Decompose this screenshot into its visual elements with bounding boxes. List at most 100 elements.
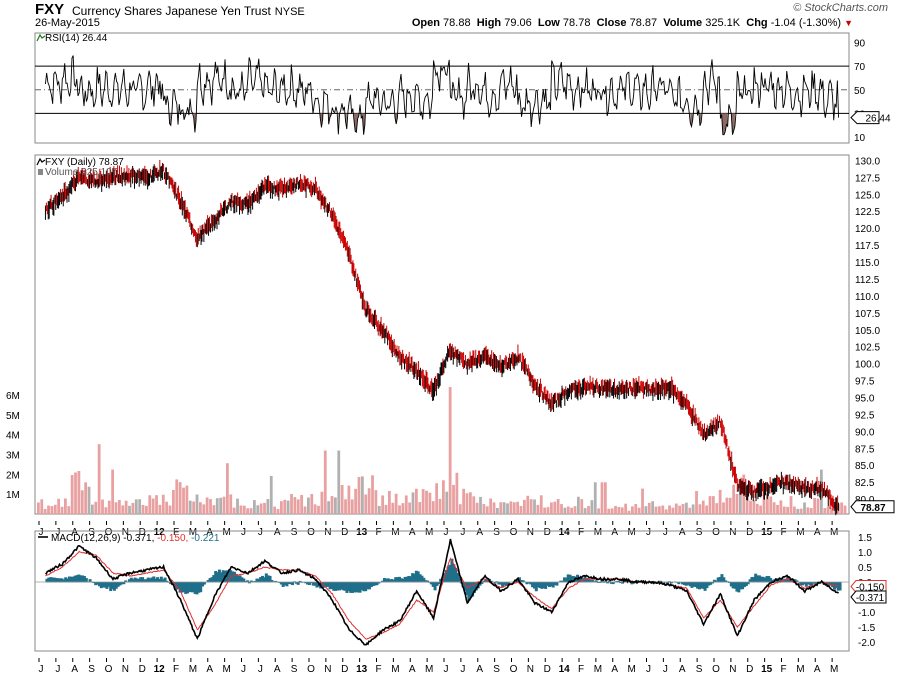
macd-histogram-bar bbox=[304, 582, 308, 584]
volume-bar bbox=[317, 505, 320, 514]
volume-bar bbox=[411, 492, 415, 514]
macd-histogram-bar bbox=[501, 582, 505, 587]
macd-histogram-bar bbox=[351, 582, 355, 593]
volume-bar bbox=[374, 490, 378, 514]
volume-bar bbox=[205, 497, 209, 514]
month-label: D bbox=[341, 664, 348, 673]
macd-histogram-bar bbox=[193, 582, 197, 594]
volume-bar bbox=[161, 494, 165, 514]
volume-bar bbox=[793, 506, 796, 514]
month-label: O bbox=[712, 664, 720, 673]
month-label: J bbox=[39, 664, 44, 673]
volume-bar bbox=[563, 507, 567, 514]
volume-bar bbox=[496, 507, 499, 514]
macd-histogram-bar bbox=[306, 582, 310, 585]
macd-histogram-bar bbox=[527, 582, 531, 584]
macd-histogram-bar bbox=[247, 582, 251, 584]
volume-bar bbox=[47, 505, 50, 514]
volume-bar bbox=[475, 502, 479, 514]
volume-bar bbox=[87, 486, 91, 514]
macd-histogram-bar bbox=[566, 574, 570, 583]
macd-histogram-bar bbox=[210, 577, 214, 583]
month-label: S bbox=[696, 527, 703, 538]
volume-bar bbox=[462, 488, 466, 514]
volume-bar bbox=[229, 494, 233, 514]
volume-bar bbox=[361, 476, 364, 514]
macd-histogram-bar bbox=[356, 582, 360, 593]
volume-bar bbox=[732, 484, 736, 514]
volume-bar bbox=[226, 463, 229, 514]
rsi-tick-label: 70 bbox=[854, 62, 866, 73]
month-label: J bbox=[663, 664, 668, 673]
macd-histogram-bar bbox=[701, 582, 705, 589]
volume-bar bbox=[502, 502, 506, 514]
macd-histogram-bar bbox=[148, 578, 152, 583]
macd-histogram-bar bbox=[703, 582, 707, 591]
volume-bar bbox=[448, 387, 452, 514]
macd-histogram-bar bbox=[189, 582, 193, 593]
month-label: F bbox=[375, 527, 381, 538]
rsi-line bbox=[44, 55, 840, 136]
macd-histogram-bar bbox=[405, 576, 409, 583]
macd-histogram-bar bbox=[497, 582, 501, 585]
macd-histogram-bar bbox=[756, 575, 760, 583]
volume-bar bbox=[718, 489, 722, 514]
month-label: F bbox=[780, 664, 786, 673]
month-label: N bbox=[324, 527, 331, 538]
volume-bar bbox=[620, 507, 624, 514]
month-label: N bbox=[122, 664, 129, 673]
macd-title: MACD(12,26,9) -0.371, -0.150, -0.221 bbox=[51, 533, 220, 544]
volume-bar bbox=[631, 506, 634, 514]
macd-histogram-bar bbox=[478, 582, 482, 586]
macd-histogram-bar bbox=[144, 579, 148, 583]
macd-histogram-bar bbox=[62, 579, 66, 583]
volume-bar bbox=[300, 494, 304, 514]
macd-histogram-bar bbox=[457, 576, 461, 583]
macd-histogram-bar bbox=[731, 582, 735, 589]
open-value: 78.88 bbox=[443, 17, 471, 29]
macd-histogram-bar bbox=[336, 582, 340, 591]
macd-histogram-bar bbox=[364, 582, 368, 592]
month-label: F bbox=[578, 664, 584, 673]
volume-bar bbox=[647, 502, 651, 514]
month-label: F bbox=[375, 664, 381, 673]
volume-bar bbox=[691, 504, 695, 514]
volume-bar bbox=[340, 485, 344, 514]
down-arrow-icon: ▼ bbox=[844, 18, 853, 28]
macd-histogram-bar bbox=[802, 582, 806, 585]
volume-bar bbox=[215, 498, 219, 514]
volume-bar bbox=[823, 508, 827, 514]
macd-histogram-bar bbox=[502, 582, 506, 586]
month-label: M bbox=[796, 527, 804, 538]
volume-bar bbox=[482, 504, 486, 514]
volume-bar bbox=[516, 501, 520, 514]
price-tick-label: 110.0 bbox=[855, 292, 880, 303]
volume-bar bbox=[597, 508, 601, 514]
macd-histogram-bar bbox=[309, 582, 313, 584]
macd-histogram-bar bbox=[92, 582, 96, 584]
volume-tick-label: 4M bbox=[6, 431, 20, 442]
rsi-legend-icon bbox=[36, 33, 46, 42]
macd-histogram-bar bbox=[51, 577, 55, 583]
macd-line bbox=[45, 538, 840, 646]
price-tick-label: 107.5 bbox=[855, 309, 880, 320]
macd-histogram-bar bbox=[101, 582, 105, 588]
macd-histogram-bar bbox=[165, 580, 169, 583]
volume-bar bbox=[536, 504, 540, 514]
volume-bar bbox=[452, 484, 455, 514]
macd-signal-line bbox=[45, 550, 839, 640]
macd-histogram-bar bbox=[574, 576, 578, 583]
volume-bar bbox=[404, 495, 408, 514]
volume-bar bbox=[701, 500, 705, 514]
volume-bar bbox=[408, 502, 412, 514]
macd-histogram-bar bbox=[60, 578, 64, 583]
macd-histogram-bar bbox=[750, 577, 754, 583]
month-label: J bbox=[241, 664, 246, 673]
macd-histogram-bar bbox=[711, 582, 715, 584]
volume-bar bbox=[840, 502, 844, 514]
volume-bar bbox=[296, 499, 300, 514]
macd-histogram-bar bbox=[337, 582, 341, 591]
volume-bar bbox=[401, 503, 405, 514]
month-label: A bbox=[409, 664, 416, 673]
